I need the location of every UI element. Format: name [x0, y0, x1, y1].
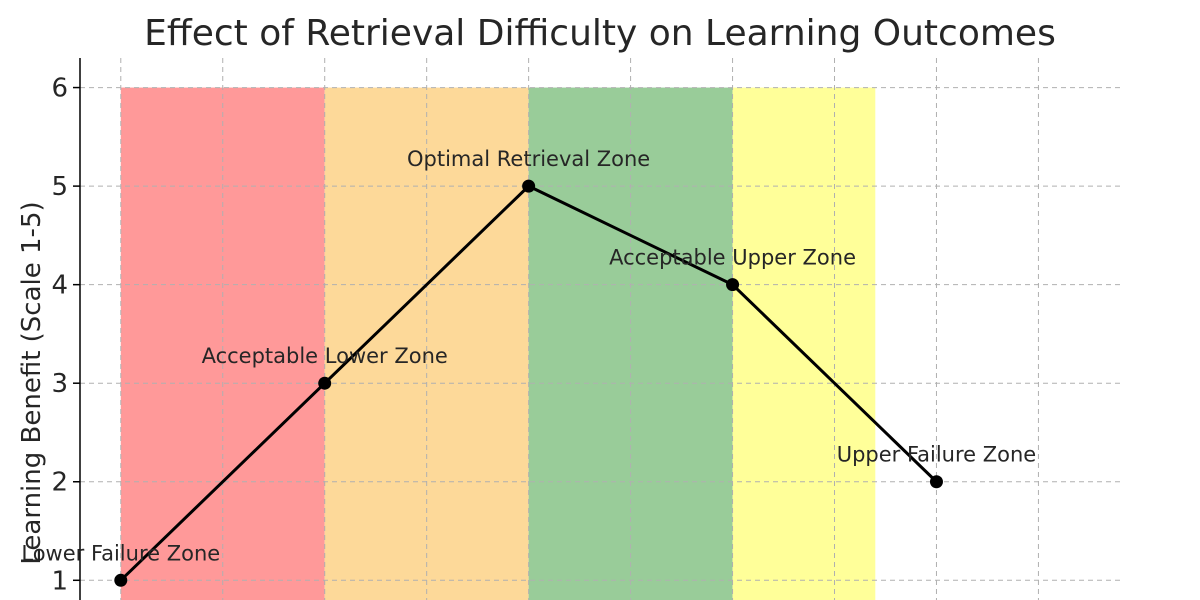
chart-title: Effect of Retrieval Difficulty on Learni… [144, 13, 1056, 54]
point-annotation-1: Lower Failure Zone [21, 541, 220, 565]
y-tick-label-3: 3 [51, 369, 68, 399]
y-tick-label-1: 1 [51, 566, 68, 596]
data-point-4 [726, 278, 740, 292]
data-point-5 [929, 475, 943, 489]
zone-band-4 [732, 87, 876, 600]
zone-band-3 [528, 87, 733, 600]
point-annotation-2: Acceptable Lower Zone [202, 344, 448, 368]
zone-band-1 [120, 87, 325, 600]
label-layer: Lower Failure Zone Acceptable Lower Zone O… [21, 147, 1036, 565]
grid-layer [80, 58, 1120, 600]
zone-band-2 [324, 87, 529, 600]
data-point-3 [522, 179, 536, 193]
point-layer [114, 179, 943, 587]
point-annotation-5: Upper Failure Zone [837, 443, 1037, 467]
y-tick-label-5: 5 [51, 172, 68, 202]
point-annotation-3: Optimal Retrieval Zone [407, 147, 650, 171]
y-tick-label-6: 6 [51, 74, 68, 104]
y-tick-label-4: 4 [51, 271, 68, 301]
data-point-1 [114, 573, 128, 587]
zones-layer [120, 87, 876, 600]
point-annotation-4: Acceptable Upper Zone [609, 246, 856, 270]
y-axis-label: Learning Benefit (Scale 1-5) [17, 201, 47, 564]
y-tick-label-2: 2 [51, 468, 68, 498]
data-point-2 [318, 376, 332, 390]
axis-layer: 1 2 3 4 5 6 [51, 58, 81, 600]
